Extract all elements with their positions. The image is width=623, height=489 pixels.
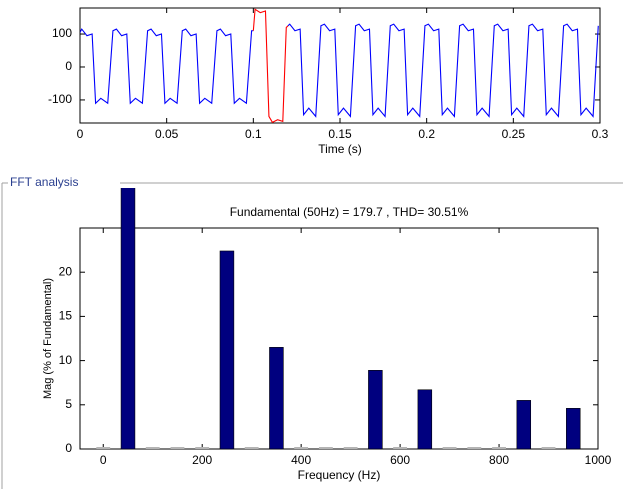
axes-box xyxy=(79,7,601,124)
x-tick-label: 400 xyxy=(291,453,311,467)
y-tick-label: 10 xyxy=(59,353,73,367)
y-tick-label: 15 xyxy=(59,309,73,323)
panel-title: FFT analysis xyxy=(10,175,78,189)
axes-box xyxy=(79,227,599,450)
y-tick-label: 5 xyxy=(65,397,72,411)
x-tick-label: 0 xyxy=(77,127,84,141)
x-tick-label: 0.1 xyxy=(245,127,262,141)
signal-line xyxy=(80,28,254,105)
y-axis-label: Mag (% of Fundamental) xyxy=(42,278,54,399)
chart-title: Fundamental (50Hz) = 179.7 , THD= 30.51% xyxy=(230,205,469,219)
y-tick-label: 0 xyxy=(65,59,72,73)
signal-line xyxy=(252,8,289,123)
bar xyxy=(269,347,284,450)
y-tick-label: -100 xyxy=(48,92,72,106)
x-tick-label: 0.25 xyxy=(502,127,526,141)
signal-line xyxy=(287,23,599,118)
bar xyxy=(566,408,581,450)
x-tick-label: 0.3 xyxy=(592,127,609,141)
bar xyxy=(219,250,235,450)
y-tick-label: 0 xyxy=(65,441,72,455)
bar xyxy=(368,370,383,450)
x-tick-label: 0.2 xyxy=(418,127,435,141)
y-tick-label: 100 xyxy=(52,26,72,40)
x-tick-label: 0.15 xyxy=(328,127,352,141)
x-axis-label: Frequency (Hz) xyxy=(298,468,381,482)
x-tick-label: 0 xyxy=(100,453,107,467)
bar xyxy=(417,389,433,450)
x-tick-label: 200 xyxy=(192,453,212,467)
bar xyxy=(120,188,136,450)
x-tick-label: 0.05 xyxy=(155,127,179,141)
y-tick-label: 20 xyxy=(59,264,73,278)
x-axis-label: Time (s) xyxy=(318,142,362,156)
bar xyxy=(516,400,532,450)
x-tick-label: 800 xyxy=(489,453,509,467)
x-tick-label: 1000 xyxy=(585,453,612,467)
x-tick-label: 600 xyxy=(390,453,410,467)
